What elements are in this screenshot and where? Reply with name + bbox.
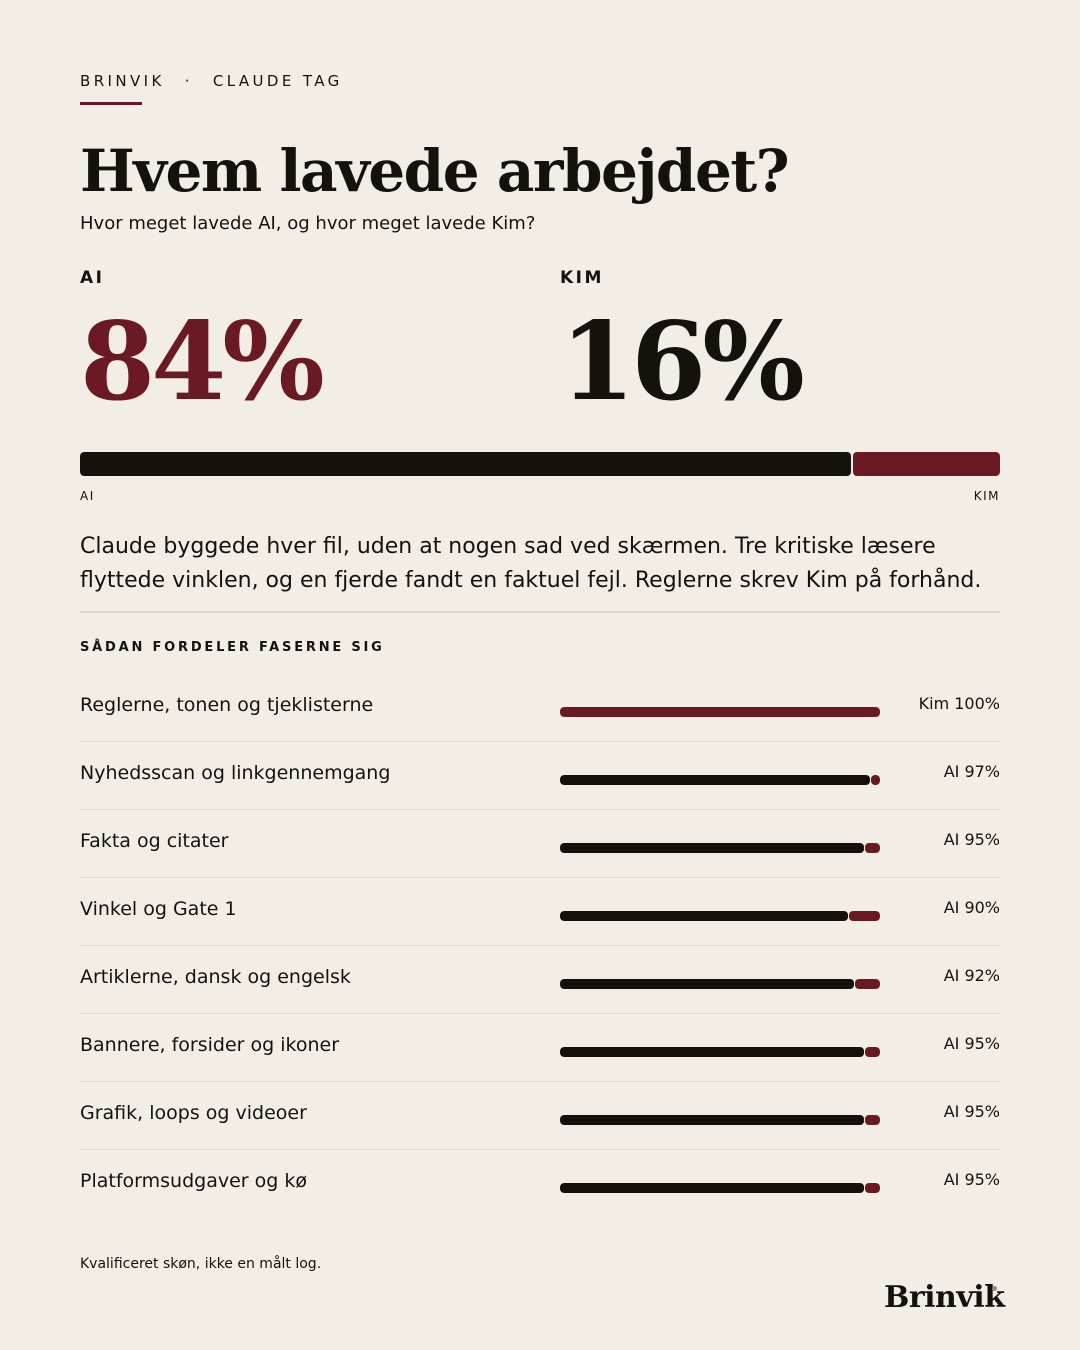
phase-name: Bannere, forsider og ikoner <box>80 1034 340 1056</box>
phase-name: Vinkel og Gate 1 <box>80 898 237 920</box>
kicker-section: CLAUDE TAG <box>212 72 343 90</box>
phase-bar <box>560 1115 880 1125</box>
ai-share-label: AI <box>80 268 105 288</box>
split-axis-left-label: AI <box>80 489 95 503</box>
kim-share-bar <box>852 452 1000 476</box>
phase-bar <box>560 707 880 717</box>
kim-share-label: KIM <box>560 268 604 288</box>
phase-bar-ai-segment <box>560 979 855 989</box>
phase-bar-kim-segment <box>865 1115 880 1125</box>
phase-list: Reglerne, tonen og tjeklisterne Kim 100% N… <box>80 674 1000 1217</box>
phase-name: Nyhedsscan og linkgennemgang <box>80 762 391 784</box>
phase-bar-kim-segment <box>865 1047 880 1057</box>
phase-value-label: AI 95% <box>943 1102 1000 1121</box>
footer-logo: Brinvik <box>884 1280 1005 1315</box>
phase-value-label: AI 95% <box>943 1170 1000 1189</box>
phase-bar <box>560 1047 880 1057</box>
phase-name: Reglerne, tonen og tjeklisterne <box>80 694 374 716</box>
phase-bar-ai-segment <box>560 1047 864 1057</box>
phase-bar-ai-segment <box>560 775 871 785</box>
footnote: Kvalificeret skøn, ikke en målt log. <box>80 1256 322 1272</box>
phase-bar-ai-segment <box>560 911 848 921</box>
phase-bar-kim-segment <box>865 843 880 853</box>
phase-bar-ai-segment <box>560 843 864 853</box>
phase-bar <box>560 843 880 853</box>
divider <box>80 611 1000 613</box>
phase-value-label: AI 95% <box>943 1034 1000 1053</box>
phases-heading: SÅDAN FORDELER FASERNE SIG <box>80 640 385 655</box>
summary-text: Claude byggede hver fil, uden at nogen s… <box>80 534 982 593</box>
phase-bar-kim-segment <box>849 911 880 921</box>
phase-row: Grafik, loops og videoer AI 95% <box>80 1082 1000 1150</box>
phase-row: Nyhedsscan og linkgennemgang AI 97% <box>80 742 1000 810</box>
phase-value-label: AI 95% <box>943 830 1000 849</box>
phase-bar-ai-segment <box>560 1183 864 1193</box>
kicker-brand: BRINVIK <box>80 72 165 90</box>
kicker: BRINVIK · CLAUDE TAG <box>80 72 343 90</box>
phase-name: Grafik, loops og videoer <box>80 1102 307 1124</box>
phase-value-label: Kim 100% <box>918 694 1000 713</box>
phase-bar-kim-segment <box>855 979 880 989</box>
phase-row: Vinkel og Gate 1 AI 90% <box>80 878 1000 946</box>
phase-row: Reglerne, tonen og tjeklisterne Kim 100% <box>80 674 1000 742</box>
phase-bar <box>560 911 880 921</box>
phase-bar-kim-segment <box>871 775 880 785</box>
phase-bar-ai-segment <box>560 1115 864 1125</box>
total-split-bar <box>80 452 1000 476</box>
kicker-underline <box>80 102 142 105</box>
phase-bar <box>560 1183 880 1193</box>
kicker-separator: · <box>184 72 193 90</box>
phase-row: Bannere, forsider og ikoner AI 95% <box>80 1014 1000 1082</box>
phase-name: Fakta og citater <box>80 830 229 852</box>
phase-bar <box>560 775 880 785</box>
phase-value-label: AI 92% <box>943 966 1000 985</box>
logo-mark <box>992 1286 997 1291</box>
phase-name: Platformsudgaver og kø <box>80 1170 307 1192</box>
kim-share-value: 16% <box>560 299 805 425</box>
page-subtitle: Hvor meget lavede AI, og hvor meget lave… <box>80 213 536 234</box>
ai-share-bar <box>80 452 851 476</box>
phase-value-label: AI 97% <box>943 762 1000 781</box>
phase-row: Artiklerne, dansk og engelsk AI 92% <box>80 946 1000 1014</box>
phase-row: Platformsudgaver og kø AI 95% <box>80 1150 1000 1217</box>
phase-bar-kim-segment <box>560 707 880 717</box>
page-title: Hvem lavede arbejdet? <box>80 137 790 205</box>
phase-value-label: AI 90% <box>943 898 1000 917</box>
split-axis-right-label: KIM <box>973 489 1000 503</box>
ai-share-value: 84% <box>80 299 325 425</box>
phase-row: Fakta og citater AI 95% <box>80 810 1000 878</box>
phase-bar <box>560 979 880 989</box>
phase-bar-kim-segment <box>865 1183 880 1193</box>
phase-name: Artiklerne, dansk og engelsk <box>80 966 351 988</box>
